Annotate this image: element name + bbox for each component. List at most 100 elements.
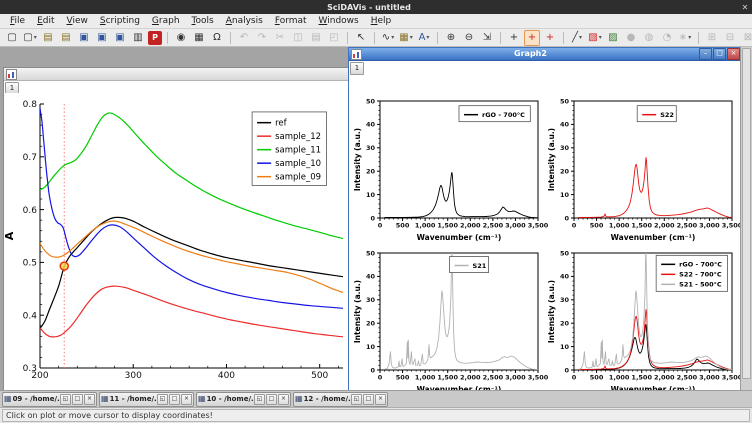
workspace-vertical-scrollbar[interactable]	[740, 47, 752, 390]
menu-edit[interactable]: Edit	[37, 15, 55, 26]
toolbar-separator	[437, 31, 438, 44]
close-icon[interactable]: ×	[181, 393, 192, 405]
save-project-as-icon[interactable]: ▣	[115, 31, 125, 43]
uvvis-window-titlebar[interactable]	[4, 68, 348, 81]
maximize-icon[interactable]: □	[266, 393, 277, 405]
plot-type-icon[interactable]: ∿ ▾	[381, 31, 395, 43]
layer-button[interactable]: 1	[350, 62, 364, 75]
zoom-out-icon[interactable]: ⊖	[464, 31, 474, 43]
minimize-button[interactable]: –	[699, 48, 712, 60]
close-icon[interactable]: ×	[84, 393, 95, 405]
svg-text:20: 20	[560, 167, 570, 175]
menu-help[interactable]: Help	[370, 15, 392, 26]
close-button[interactable]: ×	[727, 48, 740, 60]
close-icon[interactable]: ×	[278, 393, 289, 405]
print-icon[interactable]: ▥	[133, 31, 143, 43]
draw-line-icon[interactable]: ╱ ▾	[571, 31, 583, 43]
restore-icon[interactable]: ◱	[351, 393, 362, 405]
zoom-in-icon[interactable]: ⊕	[446, 31, 456, 43]
graph2-titlebar[interactable]: Graph2 – □ ×	[349, 48, 742, 61]
minimized-window-button[interactable]: ▦11 - /home/...◱□×	[99, 391, 194, 407]
table-stats-icon[interactable]: ⊠	[743, 31, 752, 43]
svg-text:S21 - 500°C: S21 - 500°C	[679, 281, 722, 289]
undo-icon[interactable]: ↶	[239, 31, 249, 43]
new-table-icon[interactable]: ▦	[194, 31, 204, 43]
svg-text:Wavenumber (cm⁻¹): Wavenumber (cm⁻¹)	[417, 385, 502, 390]
paste-icon[interactable]: ▤	[311, 31, 321, 43]
data-reader-icon[interactable]: +	[524, 29, 540, 46]
maximize-icon[interactable]: □	[72, 393, 83, 405]
graph2-title: Graph2	[514, 49, 547, 58]
maximize-button[interactable]: □	[713, 48, 726, 60]
maximize-icon[interactable]: □	[169, 393, 180, 405]
app-close-icon[interactable]: ✕	[741, 2, 749, 12]
table-add-col-icon[interactable]: ⊞	[707, 31, 717, 43]
minimized-window-button[interactable]: ▦12 - /home/...◱□×	[293, 391, 388, 407]
menu-graph[interactable]: Graph	[151, 15, 180, 26]
maximize-icon[interactable]: □	[363, 393, 374, 405]
scrollbar-thumb[interactable]	[742, 48, 751, 380]
move-points-icon[interactable]: +	[545, 31, 555, 43]
save-template-icon[interactable]: ▣	[79, 31, 89, 43]
new-aspect-icon[interactable]: ▢ ▾	[23, 31, 37, 43]
lock-icon[interactable]: Ω	[213, 31, 221, 43]
svg-text:20: 20	[366, 167, 376, 175]
raman-combined-chart[interactable]: 0 500 1,000 1,500 2,000 2,500 3,000 3,500 0 10 20 3…	[547, 247, 743, 390]
menu-scripting[interactable]: Scripting	[99, 15, 140, 26]
uvvis-plot-window[interactable]: 1 200 300 400 500 0.3 0.4 0.5 0.6 0.7 0.8 ref sampl…	[3, 67, 349, 390]
svg-text:0: 0	[378, 374, 383, 382]
rescale-icon[interactable]: ⇲	[482, 31, 492, 43]
graph-window-icon	[351, 48, 362, 60]
menu-windows[interactable]: Windows	[318, 15, 359, 26]
find-icon[interactable]: ◉	[176, 31, 186, 43]
restore-icon[interactable]: ◱	[254, 393, 265, 405]
open-project-icon[interactable]: ▤	[43, 31, 53, 43]
screen-reader-icon[interactable]: +	[509, 31, 519, 43]
uvvis-chart[interactable]: 200 300 400 500 0.3 0.4 0.5 0.6 0.7 0.8 ref sample_…	[3, 93, 346, 390]
plot-style-icon[interactable]: ▦ ▾	[399, 31, 413, 43]
copy-icon[interactable]: ◫	[293, 31, 303, 43]
minimized-window-label: 11 - /home/...	[109, 395, 156, 403]
restore-icon[interactable]: ◱	[157, 393, 168, 405]
table-del-col-icon[interactable]: ⊟	[725, 31, 735, 43]
svg-text:sample_12: sample_12	[275, 132, 321, 142]
plot-3d-bars-icon[interactable]: ◍	[644, 31, 654, 43]
pointer-icon[interactable]: ↖	[356, 31, 366, 43]
new-project-icon[interactable]: ▢	[7, 31, 17, 43]
svg-text:50: 50	[560, 97, 570, 105]
save-project-icon[interactable]: ▣	[97, 31, 107, 43]
cut-icon[interactable]: ✂	[275, 31, 285, 43]
plot-3d-sphere-icon[interactable]: ●	[626, 31, 636, 43]
svg-text:3,500: 3,500	[528, 222, 549, 230]
add-curve-icon[interactable]: ▧ ▾	[588, 31, 602, 43]
dropdown-arrow-icon: ▾	[409, 33, 413, 41]
fit-wizard-icon[interactable]: ∗ ▾	[678, 31, 692, 43]
restore-icon[interactable]: ◱	[60, 393, 71, 405]
add-text-icon[interactable]: A ▾	[418, 31, 430, 43]
svg-text:20: 20	[366, 319, 376, 327]
add-colormap-icon[interactable]: ▨	[608, 31, 618, 43]
duplicate-icon[interactable]: ◰	[329, 31, 339, 43]
menu-format[interactable]: Format	[274, 15, 307, 26]
menu-view[interactable]: View	[66, 15, 88, 26]
svg-text:400: 400	[218, 371, 235, 381]
minimized-window-button[interactable]: ▦10 - /home/...◱□×	[196, 391, 291, 407]
raman-rgo-chart[interactable]: 0 500 1,000 1,500 2,000 2,500 3,000 3,500 0 10 20 3…	[353, 95, 549, 243]
close-icon[interactable]: ×	[375, 393, 386, 405]
graph2-window[interactable]: Graph2 – □ × 1 0 500 1,000 1,500 2,000 2,500 3,0…	[348, 47, 743, 390]
plot-3d-scatter-icon[interactable]: ◔	[662, 31, 672, 43]
redo-icon[interactable]: ↷	[257, 31, 267, 43]
menu-analysis[interactable]: Analysis	[225, 15, 263, 26]
mdi-workspace: 1 200 300 400 500 0.3 0.4 0.5 0.6 0.7 0.8 ref sampl…	[0, 47, 752, 390]
svg-text:Intensity (a.u.): Intensity (a.u.)	[353, 128, 362, 191]
svg-text:40: 40	[366, 121, 376, 129]
export-pdf-icon[interactable]: P	[148, 30, 162, 45]
menu-tools[interactable]: Tools	[191, 15, 214, 26]
import-file-icon[interactable]: ▤	[61, 31, 71, 43]
svg-text:sample_11: sample_11	[275, 146, 321, 156]
raman-s21-chart[interactable]: 0 500 1,000 1,500 2,000 2,500 3,000 3,500 0 10 20 3…	[353, 247, 549, 390]
minimized-window-button[interactable]: ▦09 - /home/...◱□×	[2, 391, 97, 407]
menu-file[interactable]: File	[10, 15, 26, 26]
svg-text:10: 10	[366, 343, 376, 351]
raman-s22-chart[interactable]: 0 500 1,000 1,500 2,000 2,500 3,000 3,500 0 10 20 3…	[547, 95, 743, 243]
